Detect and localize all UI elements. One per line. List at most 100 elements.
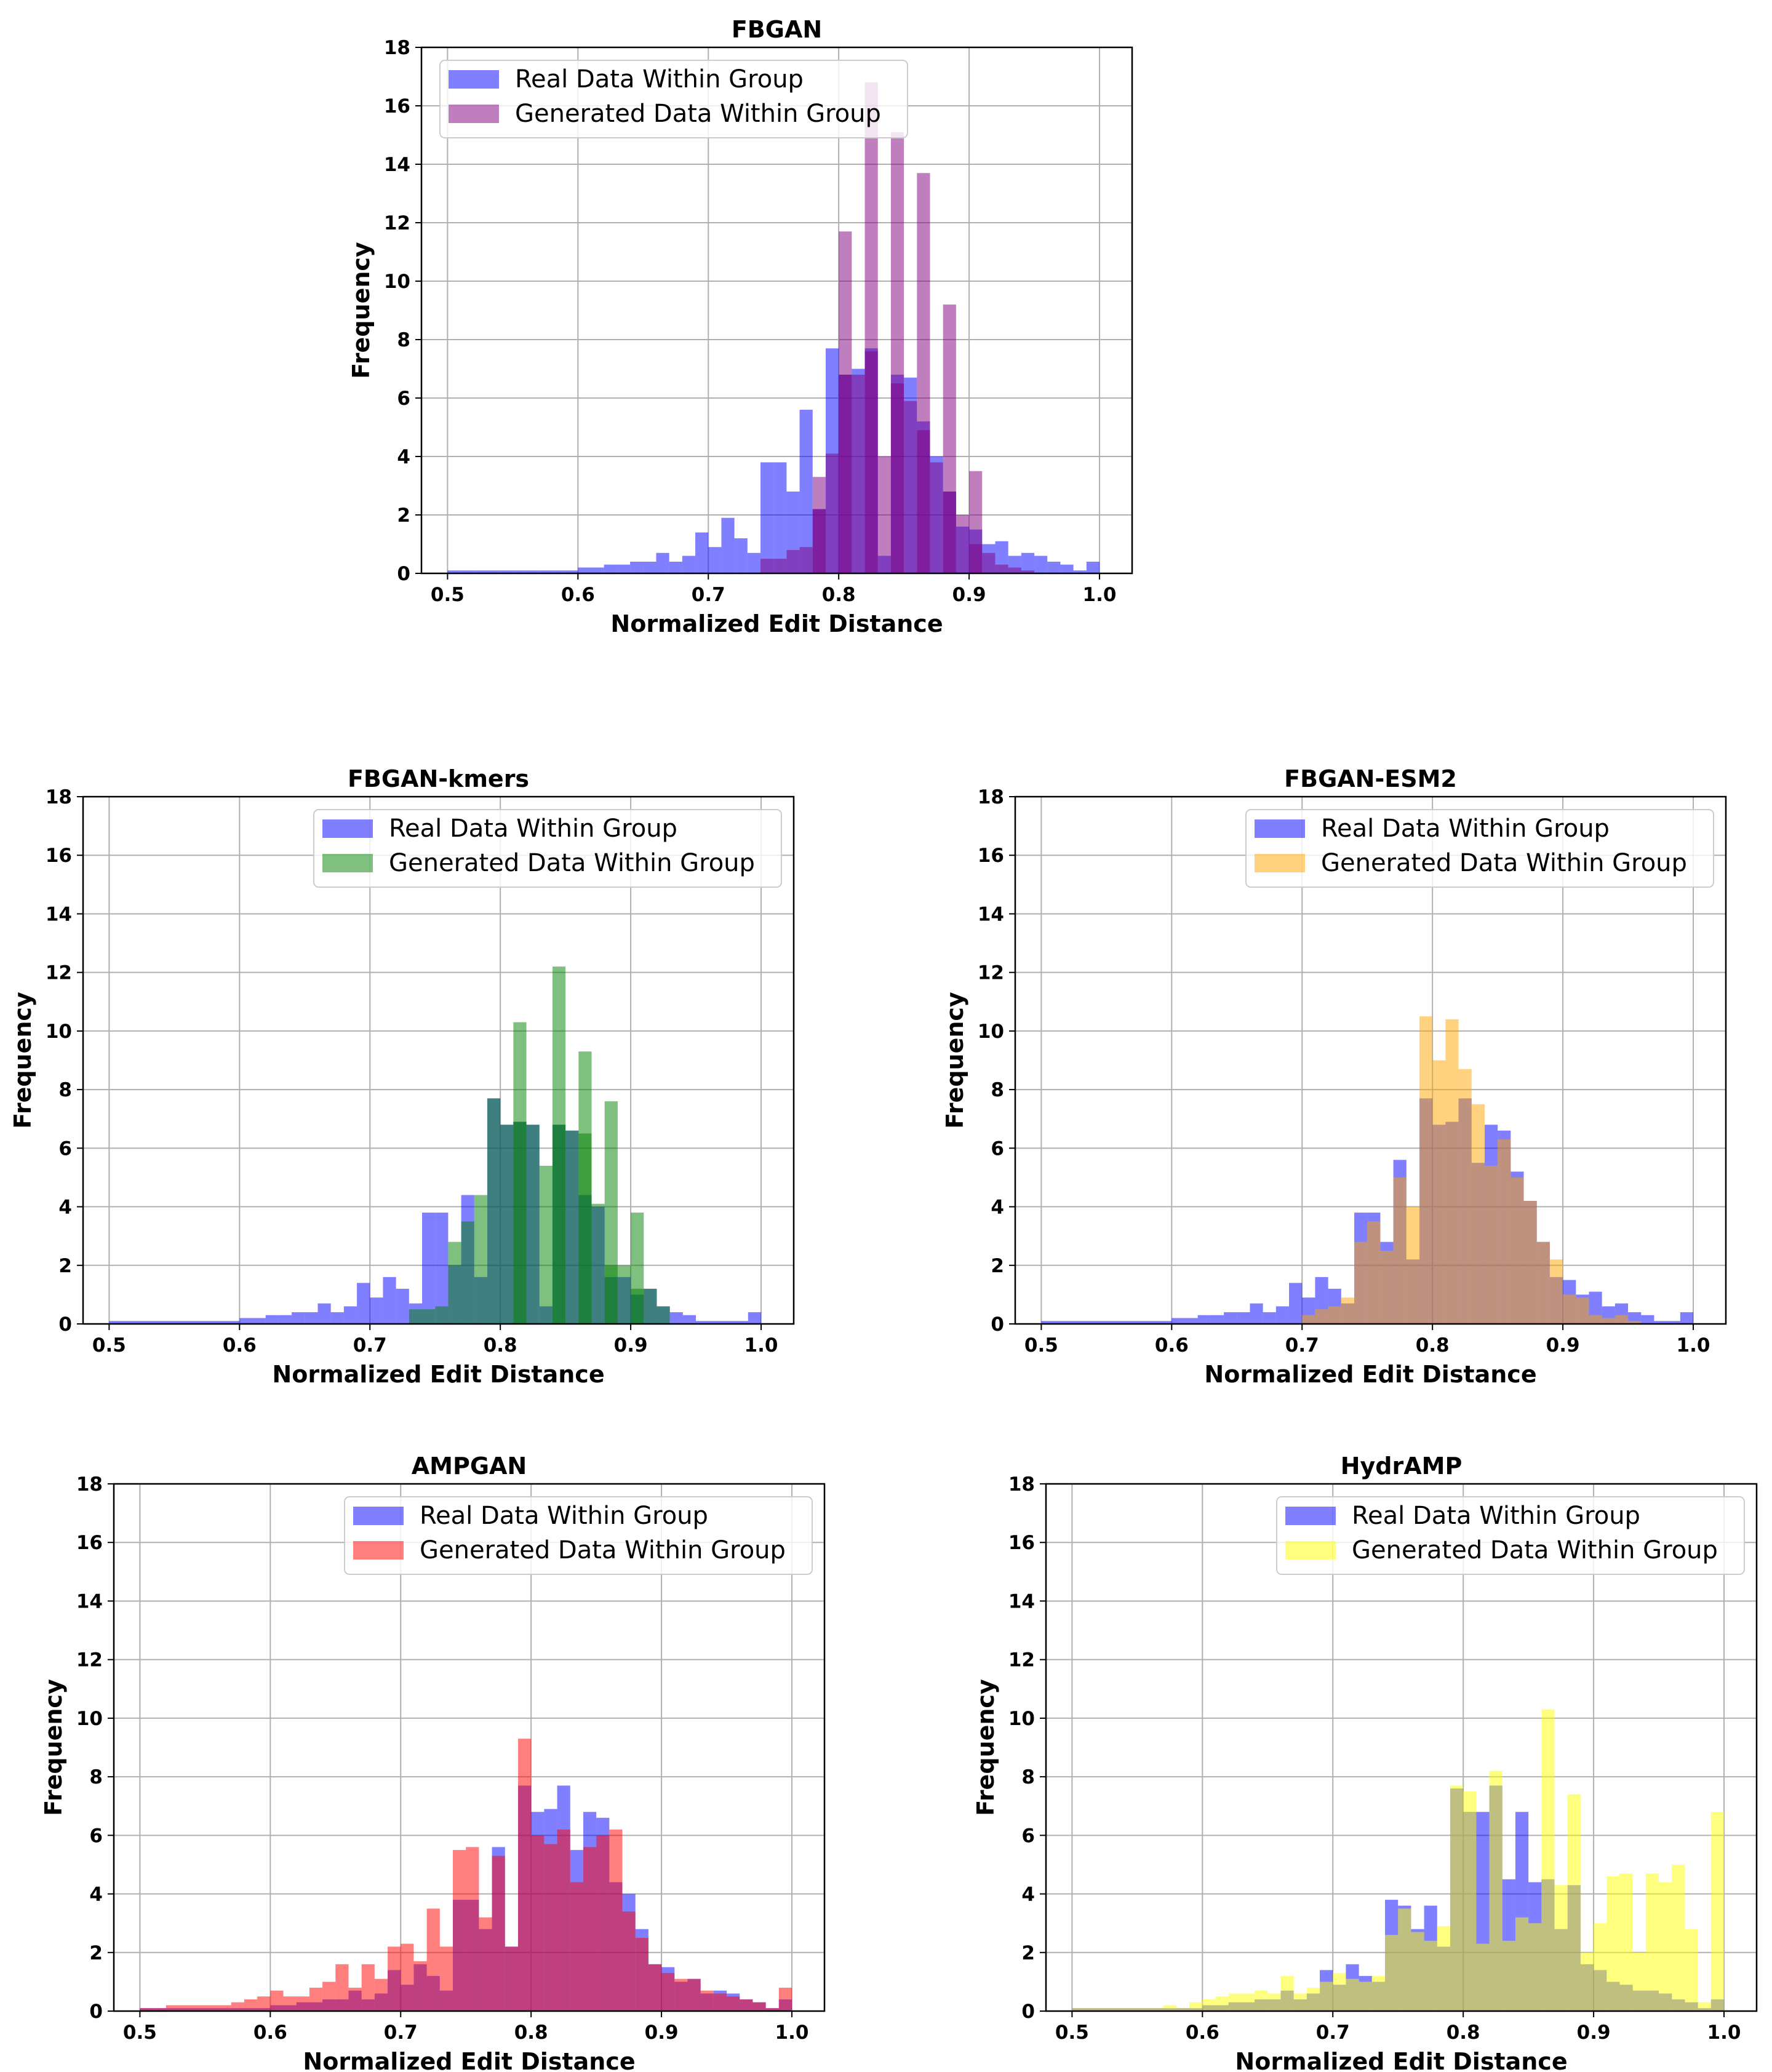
- histogram-bar: [1411, 1932, 1424, 2011]
- histogram-bar: [283, 1996, 297, 2011]
- histogram-bar: [513, 1122, 527, 1324]
- histogram-bar: [1672, 1864, 1685, 2011]
- histogram-bar: [674, 1978, 688, 2011]
- histogram-bar: [226, 1321, 240, 1324]
- histogram-bar: [760, 462, 774, 573]
- histogram-bar: [1437, 1926, 1450, 2011]
- y-tick-label: 16: [384, 95, 410, 118]
- histogram-bar: [864, 351, 878, 573]
- histogram-bar: [609, 1829, 623, 2011]
- y-tick-label: 4: [58, 1197, 72, 1219]
- histogram-bar: [1315, 1309, 1328, 1324]
- histogram-bar: [148, 1321, 162, 1324]
- histogram-bar: [748, 1312, 762, 1324]
- axes-frame: [1014, 795, 1727, 1325]
- axes-frame: [1045, 1483, 1758, 2012]
- histogram-bar: [153, 2008, 166, 2011]
- series-1-bars: [1072, 1709, 1725, 2011]
- histogram-bar: [617, 1265, 631, 1324]
- histogram-bar: [1073, 570, 1087, 573]
- histogram-bar: [370, 1297, 383, 1324]
- histogram-bar: [760, 559, 774, 573]
- histogram-bar: [604, 564, 617, 573]
- histogram-bar: [722, 1321, 735, 1324]
- histogram-bar: [526, 1125, 540, 1324]
- histogram-bar: [1380, 1250, 1394, 1324]
- histogram-bar: [565, 1130, 579, 1324]
- legend-swatch: [449, 105, 499, 123]
- histogram-bar: [1710, 1812, 1725, 2011]
- histogram-bar: [1471, 1104, 1485, 1324]
- y-tick-label: 6: [397, 388, 410, 410]
- histogram-bar: [270, 1990, 284, 2011]
- histogram-bar: [578, 1133, 592, 1324]
- histogram-bar: [1106, 1321, 1120, 1324]
- y-tick-label: 2: [58, 1255, 72, 1277]
- x-tick-label: 0.7: [1285, 1334, 1319, 1357]
- histogram-bar: [1047, 562, 1061, 573]
- histogram-bar: [1511, 1177, 1524, 1324]
- histogram-bar: [1137, 2008, 1151, 2011]
- histogram-bar: [466, 1847, 479, 2011]
- histogram-bar: [218, 2005, 231, 2011]
- y-tick-label: 0: [397, 563, 410, 585]
- histogram-bar: [1541, 1709, 1555, 2011]
- histogram-bar: [1576, 1297, 1589, 1324]
- histogram-bar: [135, 1321, 148, 1324]
- histogram-bar: [1111, 2008, 1125, 2011]
- legend-label: Generated Data Within Group: [1321, 849, 1687, 877]
- histogram-bar: [661, 1973, 675, 2011]
- y-tick-label: 10: [46, 1021, 72, 1043]
- histogram-bar: [122, 1321, 135, 1324]
- series-1-bars: [1302, 1016, 1642, 1324]
- x-tick-label: 0.7: [384, 2022, 418, 2044]
- histogram-bar: [583, 1847, 597, 2011]
- histogram-bar: [1034, 556, 1048, 573]
- histogram-bar: [1067, 1321, 1080, 1324]
- histogram-bar: [1008, 567, 1021, 573]
- histogram-bar: [213, 1321, 227, 1324]
- x-tick-label: 0.9: [645, 2022, 679, 2044]
- histogram-bar: [557, 1829, 570, 2011]
- histogram-bar: [461, 1221, 474, 1324]
- histogram-bar: [1302, 1315, 1315, 1324]
- y-tick-label: 12: [384, 212, 410, 234]
- x-tick-label: 0.5: [123, 2022, 157, 2044]
- histogram-bar: [596, 1835, 610, 2011]
- histogram-bar: [473, 570, 487, 573]
- histogram-bar: [721, 517, 735, 573]
- histogram-bar: [1594, 1923, 1607, 2011]
- x-tick-label: 0.5: [1055, 2022, 1089, 2044]
- x-axis-label: Normalized Edit Distance: [1235, 2048, 1567, 2072]
- histogram-bar: [1224, 1312, 1237, 1324]
- histogram-bar: [669, 562, 682, 573]
- x-tick-label: 0.6: [223, 1334, 257, 1357]
- y-tick-label: 2: [1021, 1942, 1035, 1964]
- histogram-bar: [1176, 2008, 1190, 2011]
- y-tick-label: 0: [1021, 2001, 1035, 2023]
- histogram-bar: [239, 1318, 253, 1324]
- histogram-bar: [1645, 1873, 1659, 2011]
- y-tick-label: 12: [76, 1649, 103, 1672]
- y-tick-label: 10: [1008, 1708, 1035, 1730]
- histogram-bar: [1328, 1306, 1341, 1324]
- histogram-bar: [474, 1195, 487, 1324]
- histogram-bar: [1320, 1982, 1333, 2011]
- histogram-bar: [648, 1964, 662, 2011]
- histogram-bar: [447, 570, 461, 573]
- histogram-bar: [330, 1312, 344, 1324]
- histogram-bar: [1445, 1019, 1459, 1324]
- x-tick-label: 0.5: [92, 1334, 126, 1357]
- histogram-bar: [1419, 1016, 1433, 1324]
- y-tick-label: 12: [978, 962, 1004, 984]
- histogram-bar: [930, 462, 943, 573]
- histogram-bar: [1498, 1139, 1511, 1324]
- histogram-bar: [1385, 1935, 1399, 2011]
- legend-label: Real Data Within Group: [1321, 815, 1610, 843]
- y-axis-label: Frequency: [941, 992, 968, 1129]
- histogram-bar: [1354, 1241, 1368, 1324]
- histogram-bar: [1275, 1306, 1290, 1324]
- histogram-bar: [317, 1303, 331, 1324]
- series-2-bars: [409, 1098, 670, 1324]
- histogram-bar: [1393, 1177, 1407, 1324]
